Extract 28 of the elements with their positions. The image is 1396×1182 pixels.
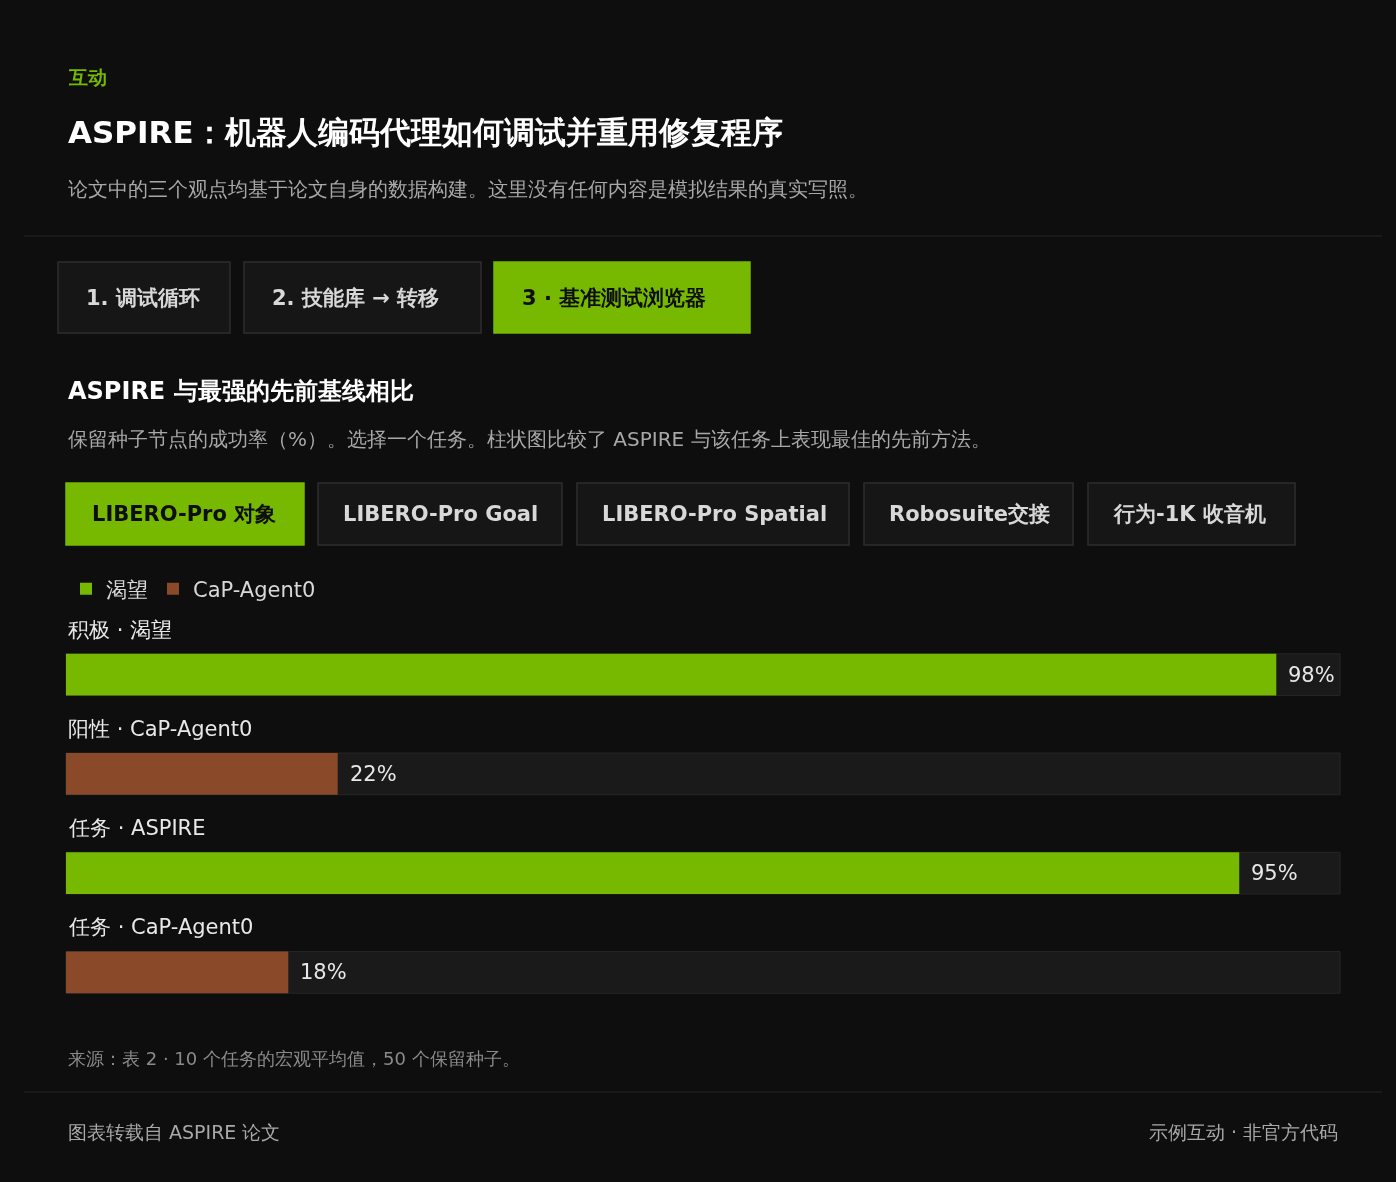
text: LIBERO-Pro Spatial [602, 502, 828, 526]
y-tick-label: 阳性 · CaP-Agent0 [68, 717, 253, 741]
data-label: 95% [1251, 861, 1298, 885]
source-note: 来源：表 2 · 10 个任务的宏观平均值，50 个保留种子。 [68, 1048, 520, 1069]
y-tick-label: 积极 · 渴望 [68, 618, 173, 642]
text: 1. 调试循环 [86, 286, 200, 310]
bar [66, 753, 338, 795]
text: 互动 [68, 66, 107, 88]
text: LIBERO-Pro Goal [343, 502, 539, 526]
text: 保留种子节点的成功率（%）。选择一个任务。柱状图比较了 ASPIRE 与该任务上表现最佳的先前方法。 [68, 427, 991, 451]
text: ASPIRE 与最强的先前基线相比 [68, 377, 414, 405]
bar [66, 951, 289, 994]
text: 2. 技能库 → 转移 [272, 286, 440, 310]
text: 3 · 基准测试浏览器 [522, 286, 707, 310]
data-label: 22% [350, 762, 397, 786]
text: LIBERO-Pro 对象 [92, 502, 277, 526]
chart-title: ASPIRE：机器人编码代理如何调试并重用修复程序 [68, 114, 783, 150]
chart-subtitle: 论文中的三个观点均基于论文自身的数据构建。这里没有任何内容是模拟结果的真实写照。 [68, 177, 868, 201]
data-label: 98% [1288, 663, 1335, 687]
y-tick-label: 任务 · CaP-Agent0 [68, 915, 254, 939]
text: Robosuite交接 [889, 502, 1050, 526]
y-tick-label: 任务 · ASPIRE [68, 816, 206, 840]
legend-label: 渴望 [106, 577, 148, 602]
text: 示例互动 · 非官方代码 [1149, 1121, 1339, 1143]
legend-label: CaP-Agent0 [193, 577, 316, 602]
data-label: 18% [300, 960, 347, 984]
text: 图表转载自 ASPIRE 论文 [68, 1121, 281, 1143]
text: 行为-1K 收音机 [1113, 502, 1266, 526]
